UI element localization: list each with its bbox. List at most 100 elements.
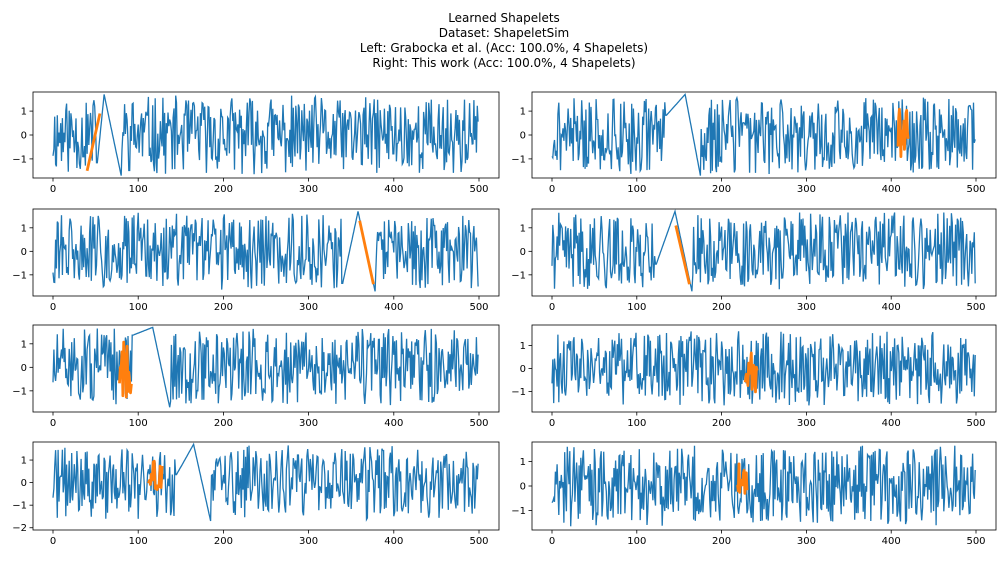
x-tick-label: 300 [299, 184, 318, 195]
x-tick-label: 400 [882, 184, 901, 195]
x-tick-label: 200 [214, 184, 233, 195]
y-tick-label: 1 [520, 107, 526, 118]
x-tick-label: 100 [627, 184, 646, 195]
y-tick-label: −2 [12, 523, 27, 534]
subplot-right-4: 0 100 200 300 400 500 −1 0 1 [511, 441, 997, 547]
y-tick-label: 0 [21, 363, 27, 374]
series-line [52, 326, 479, 408]
y-tick-label: 1 [21, 223, 27, 234]
x-tick-label: 200 [712, 536, 731, 547]
subplot-right-3: 0 100 200 300 400 500 −1 0 1 [511, 324, 997, 429]
x-tick-label: 300 [797, 302, 816, 313]
series-line [551, 331, 976, 406]
series-line [52, 211, 479, 292]
y-tick-label: 0 [520, 131, 526, 142]
shapelet-highlight [85, 113, 102, 172]
subplot-right-2: 0 100 200 300 400 500 −1 0 1 [511, 208, 997, 313]
x-tick-label: 400 [384, 184, 403, 195]
x-tick-label: 300 [299, 536, 318, 547]
shapelet-highlight [743, 351, 759, 394]
x-tick-label: 0 [50, 536, 56, 547]
x-tick-label: 300 [797, 536, 816, 547]
x-tick-label: 200 [214, 536, 233, 547]
y-tick-label: 1 [21, 456, 27, 467]
x-tick-label: 200 [712, 418, 731, 429]
x-tick-label: 300 [797, 418, 816, 429]
y-tick-label: 0 [21, 478, 27, 489]
series-line [52, 442, 479, 522]
y-tick-label: −1 [12, 154, 27, 165]
y-tick-label: 1 [21, 107, 27, 118]
shapelet-highlight [674, 225, 691, 285]
dataset-line: Dataset: ShapeletSim [439, 26, 570, 40]
y-tick-label: 0 [520, 247, 526, 258]
x-tick-label: 100 [129, 302, 148, 313]
x-tick-label: 400 [384, 536, 403, 547]
x-tick-label: 100 [627, 302, 646, 313]
x-tick-label: 200 [712, 184, 731, 195]
subplot-left-1: 0 100 200 300 400 500 −1 0 1 [12, 91, 500, 195]
subplot-left-3: 0 100 200 300 400 500 −1 0 1 [12, 324, 500, 429]
x-tick-label: 400 [384, 302, 403, 313]
axes-frame [32, 324, 500, 413]
series-line [52, 94, 479, 176]
x-tick-label: 500 [966, 536, 985, 547]
shapelet-highlight [736, 462, 749, 495]
subplot-left-2: 0 100 200 300 400 500 −1 0 1 [12, 208, 500, 313]
shapelet-highlight [147, 459, 164, 492]
x-tick-label: 0 [50, 184, 56, 195]
x-tick-label: 100 [129, 536, 148, 547]
x-tick-label: 400 [882, 536, 901, 547]
x-tick-label: 0 [549, 184, 555, 195]
x-tick-label: 100 [627, 536, 646, 547]
x-tick-label: 300 [797, 184, 816, 195]
y-tick-label: 1 [520, 341, 526, 352]
shapelet-highlight [118, 340, 133, 399]
y-tick-label: 0 [21, 247, 27, 258]
x-tick-label: 0 [50, 302, 56, 313]
x-tick-label: 400 [882, 302, 901, 313]
x-tick-label: 0 [549, 418, 555, 429]
right-method-line: Right: This work (Acc: 100.0%, 4 Shapele… [372, 56, 635, 70]
left-method-line: Left: Grabocka et al. (Acc: 100.0%, 4 Sh… [360, 41, 648, 55]
y-tick-label: 0 [520, 364, 526, 375]
x-tick-label: 200 [214, 418, 233, 429]
x-tick-label: 400 [384, 418, 403, 429]
y-tick-label: −1 [511, 154, 526, 165]
x-tick-label: 0 [549, 536, 555, 547]
shapelet-highlight [896, 107, 910, 158]
y-tick-label: 1 [520, 223, 526, 234]
x-tick-label: 200 [214, 302, 233, 313]
y-tick-label: 1 [520, 457, 526, 468]
x-tick-label: 100 [627, 418, 646, 429]
y-tick-label: −1 [12, 386, 27, 397]
x-tick-label: 100 [129, 418, 148, 429]
y-tick-label: −1 [12, 270, 27, 281]
x-tick-label: 500 [966, 418, 985, 429]
y-tick-label: −1 [511, 506, 526, 517]
x-tick-label: 200 [712, 302, 731, 313]
series-line [551, 445, 976, 527]
x-tick-label: 400 [882, 418, 901, 429]
y-tick-label: −1 [511, 387, 526, 398]
series-line [551, 92, 976, 176]
y-tick-label: −1 [511, 270, 526, 281]
subplot-right-1: 0 100 200 300 400 500 −1 0 1 [511, 91, 997, 195]
y-tick-label: 0 [21, 131, 27, 142]
subplot-left-4: 0 100 200 300 400 500 −2 −1 0 1 [12, 441, 500, 547]
shapelet-highlight [358, 220, 375, 285]
axes-frame [531, 208, 997, 297]
x-tick-label: 300 [299, 418, 318, 429]
y-tick-label: 1 [21, 339, 27, 350]
x-tick-label: 500 [469, 536, 488, 547]
x-tick-label: 0 [549, 302, 555, 313]
x-tick-label: 0 [50, 418, 56, 429]
x-tick-label: 500 [469, 418, 488, 429]
y-tick-label: −1 [12, 501, 27, 512]
x-tick-label: 500 [966, 184, 985, 195]
x-tick-label: 500 [966, 302, 985, 313]
x-tick-label: 300 [299, 302, 318, 313]
axes-frame [32, 441, 500, 531]
